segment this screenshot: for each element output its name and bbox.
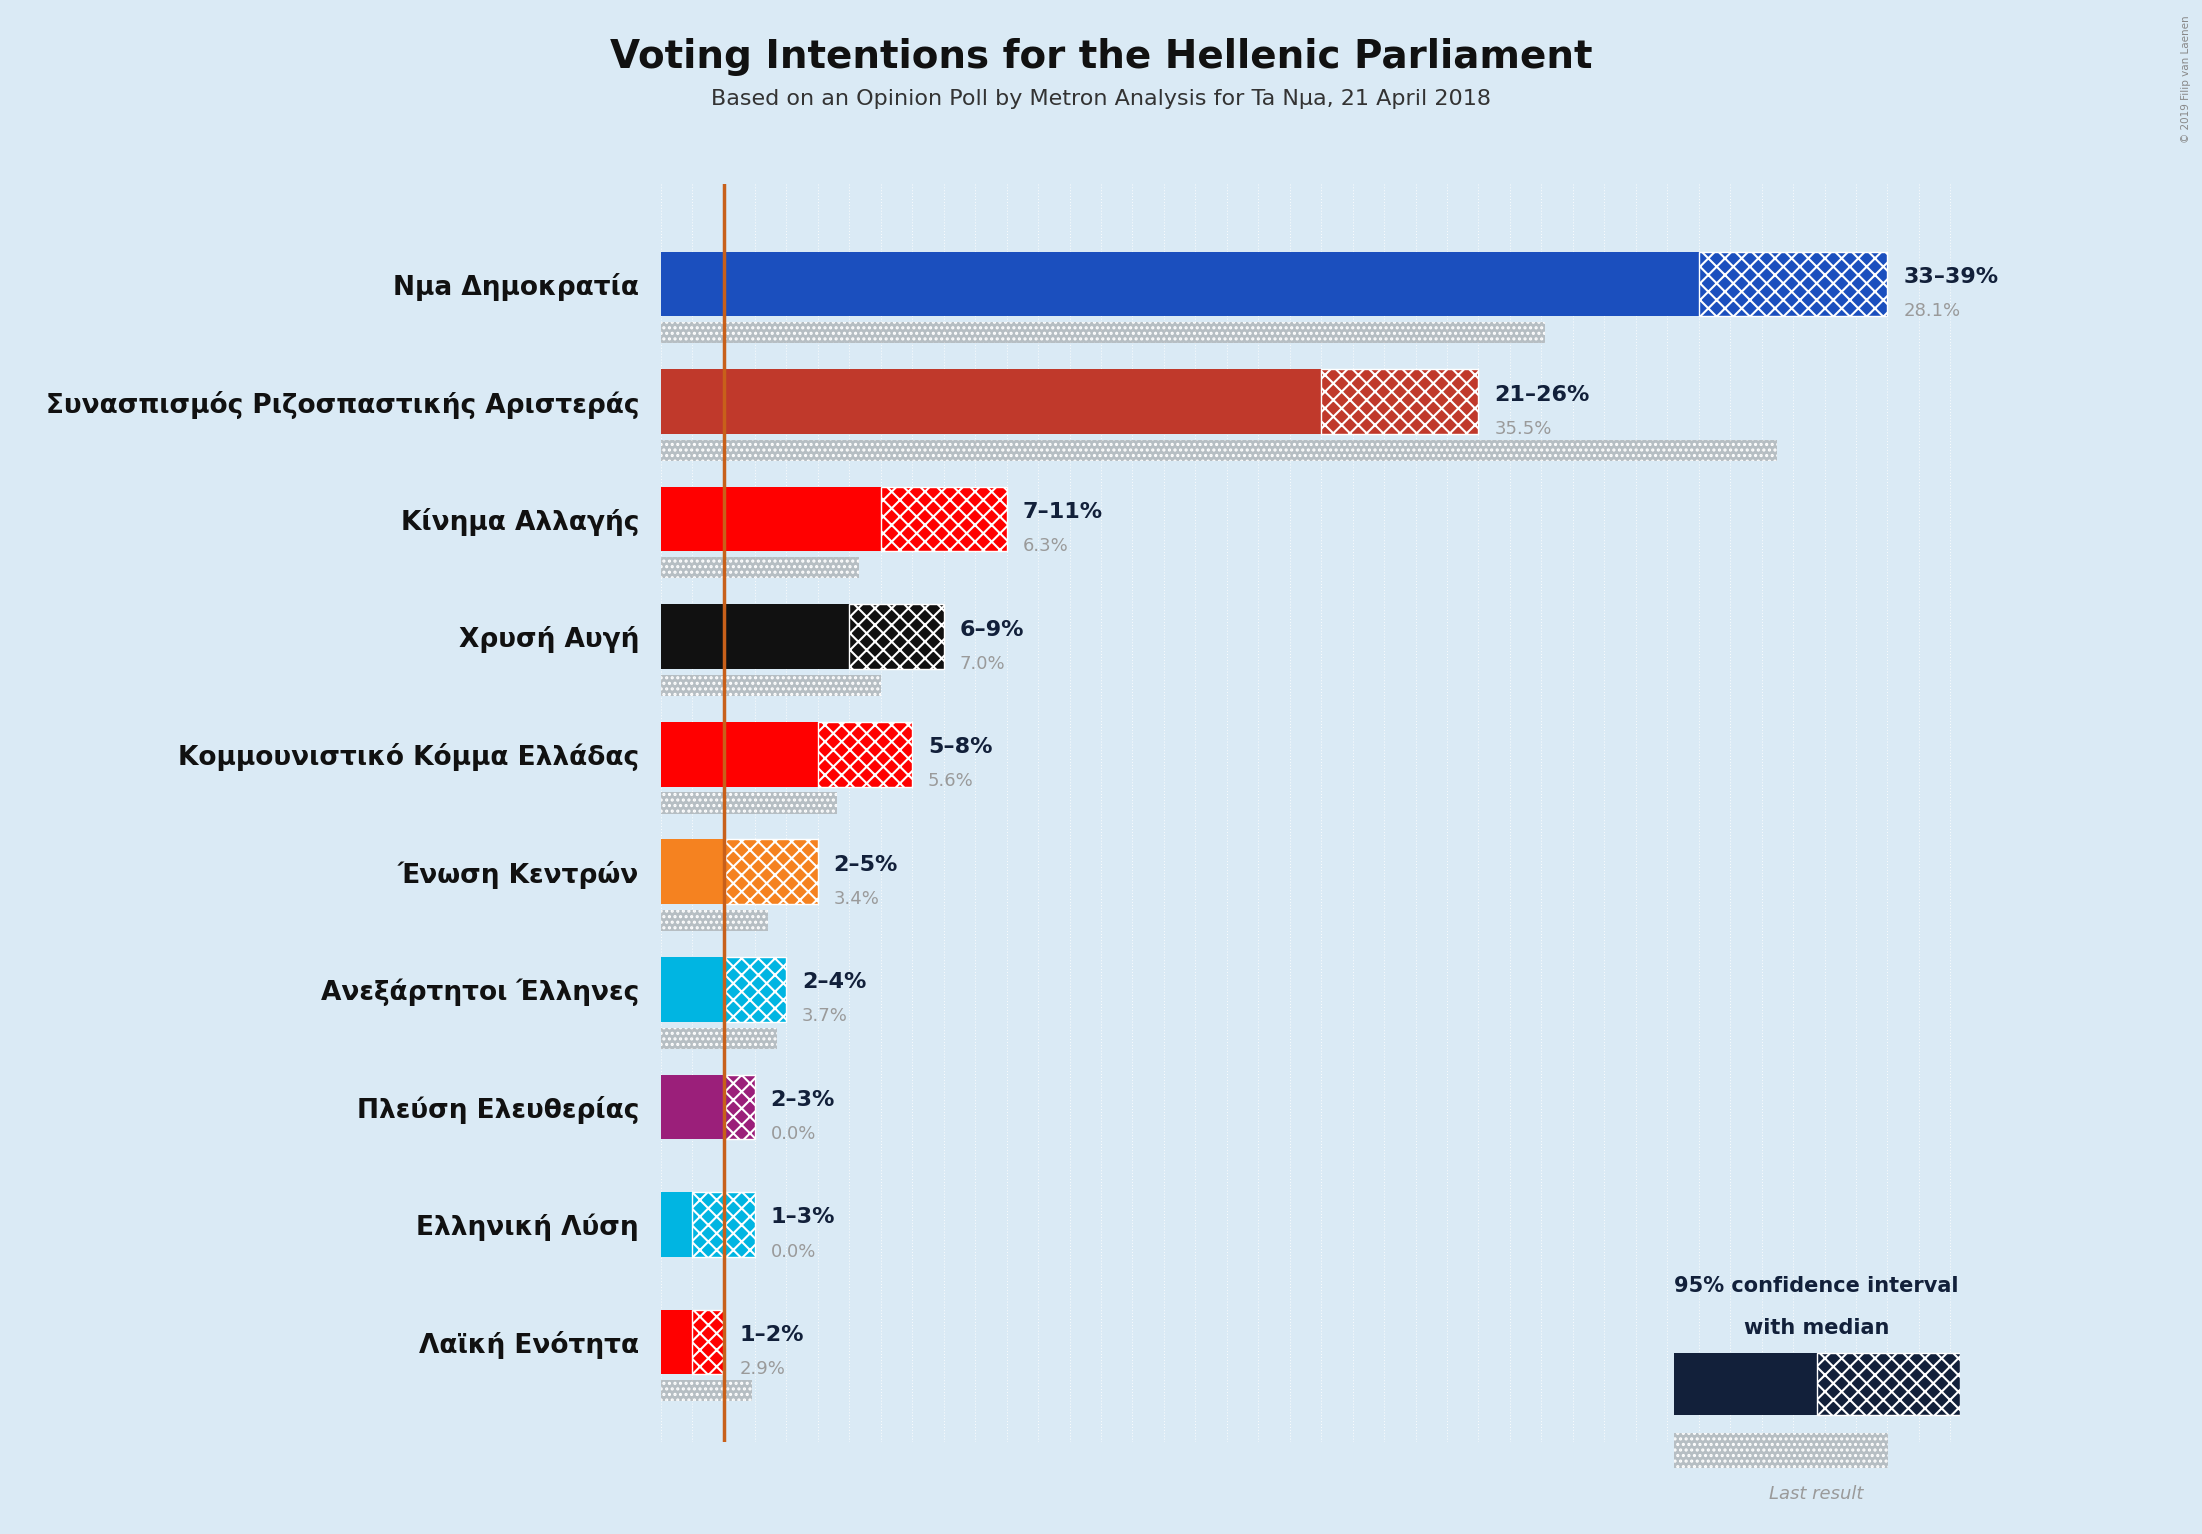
Bar bbox=[850, 604, 945, 669]
Text: 95% confidence interval: 95% confidence interval bbox=[1674, 1276, 1960, 1296]
Text: © 2019 Filip van Laenen: © 2019 Filip van Laenen bbox=[2180, 15, 2191, 143]
Text: with median: with median bbox=[1744, 1318, 1889, 1338]
Text: 3.4%: 3.4% bbox=[835, 890, 879, 908]
Bar bbox=[661, 252, 1698, 316]
Bar bbox=[881, 486, 1006, 551]
Bar bbox=[661, 723, 817, 787]
Bar bbox=[691, 1192, 755, 1256]
Bar bbox=[661, 675, 881, 696]
Bar bbox=[1674, 1433, 1887, 1468]
Bar bbox=[1674, 1433, 1887, 1468]
Text: 2–3%: 2–3% bbox=[771, 1089, 835, 1111]
Bar bbox=[661, 1381, 751, 1402]
Bar bbox=[661, 1192, 691, 1256]
Bar bbox=[817, 723, 912, 787]
Text: 7.0%: 7.0% bbox=[960, 655, 1004, 673]
Text: 33–39%: 33–39% bbox=[1903, 267, 1997, 287]
Bar bbox=[724, 1075, 755, 1140]
Bar bbox=[661, 1381, 751, 1402]
Bar bbox=[661, 322, 1544, 344]
Bar bbox=[724, 839, 817, 904]
Text: 1–2%: 1–2% bbox=[740, 1325, 804, 1345]
Bar bbox=[661, 1310, 691, 1374]
Text: 0.0%: 0.0% bbox=[771, 1124, 817, 1143]
Text: 21–26%: 21–26% bbox=[1495, 385, 1590, 405]
Bar bbox=[661, 486, 881, 551]
Bar bbox=[724, 957, 786, 1022]
Bar bbox=[661, 440, 1777, 460]
Bar bbox=[881, 486, 1006, 551]
Bar bbox=[1698, 252, 1887, 316]
Bar bbox=[661, 839, 724, 904]
Bar bbox=[661, 322, 1544, 344]
Bar bbox=[724, 839, 817, 904]
Text: Last result: Last result bbox=[1770, 1485, 1863, 1503]
Bar bbox=[691, 1192, 755, 1256]
Bar bbox=[1817, 1353, 1960, 1416]
Text: 2.9%: 2.9% bbox=[740, 1361, 786, 1378]
Text: 7–11%: 7–11% bbox=[1022, 502, 1103, 522]
Bar bbox=[724, 1075, 755, 1140]
Text: 2–5%: 2–5% bbox=[835, 854, 898, 874]
Text: 2–4%: 2–4% bbox=[802, 973, 868, 992]
Text: Voting Intentions for the Hellenic Parliament: Voting Intentions for the Hellenic Parli… bbox=[610, 38, 1592, 77]
Bar bbox=[661, 440, 1777, 460]
Bar bbox=[661, 557, 859, 578]
Bar bbox=[1698, 252, 1887, 316]
Bar bbox=[661, 957, 724, 1022]
Bar bbox=[691, 1310, 724, 1374]
Text: 3.7%: 3.7% bbox=[802, 1008, 848, 1025]
Text: 1–3%: 1–3% bbox=[771, 1207, 835, 1227]
Text: 0.0%: 0.0% bbox=[771, 1243, 817, 1261]
Bar bbox=[661, 604, 850, 669]
Bar bbox=[661, 793, 837, 813]
Bar bbox=[661, 370, 1321, 434]
Bar bbox=[1674, 1353, 1817, 1416]
Bar bbox=[661, 557, 859, 578]
Text: 6.3%: 6.3% bbox=[1022, 537, 1068, 555]
Text: 6–9%: 6–9% bbox=[960, 620, 1024, 640]
Bar bbox=[1817, 1353, 1960, 1416]
Bar bbox=[661, 910, 768, 931]
Text: 5–8%: 5–8% bbox=[927, 738, 993, 758]
Bar bbox=[691, 1310, 724, 1374]
Bar bbox=[661, 910, 768, 931]
Text: 28.1%: 28.1% bbox=[1903, 302, 1960, 321]
Bar bbox=[724, 957, 786, 1022]
Bar bbox=[1321, 370, 1478, 434]
Text: 5.6%: 5.6% bbox=[927, 772, 973, 790]
Bar bbox=[817, 723, 912, 787]
Bar bbox=[661, 675, 881, 696]
Bar bbox=[850, 604, 945, 669]
Bar bbox=[661, 793, 837, 813]
Bar bbox=[1321, 370, 1478, 434]
Text: Based on an Opinion Poll by Metron Analysis for Ta Nμa, 21 April 2018: Based on an Opinion Poll by Metron Analy… bbox=[711, 89, 1491, 109]
Bar bbox=[661, 1028, 777, 1049]
Text: 35.5%: 35.5% bbox=[1495, 420, 1552, 437]
Bar bbox=[661, 1028, 777, 1049]
Bar bbox=[661, 1075, 724, 1140]
